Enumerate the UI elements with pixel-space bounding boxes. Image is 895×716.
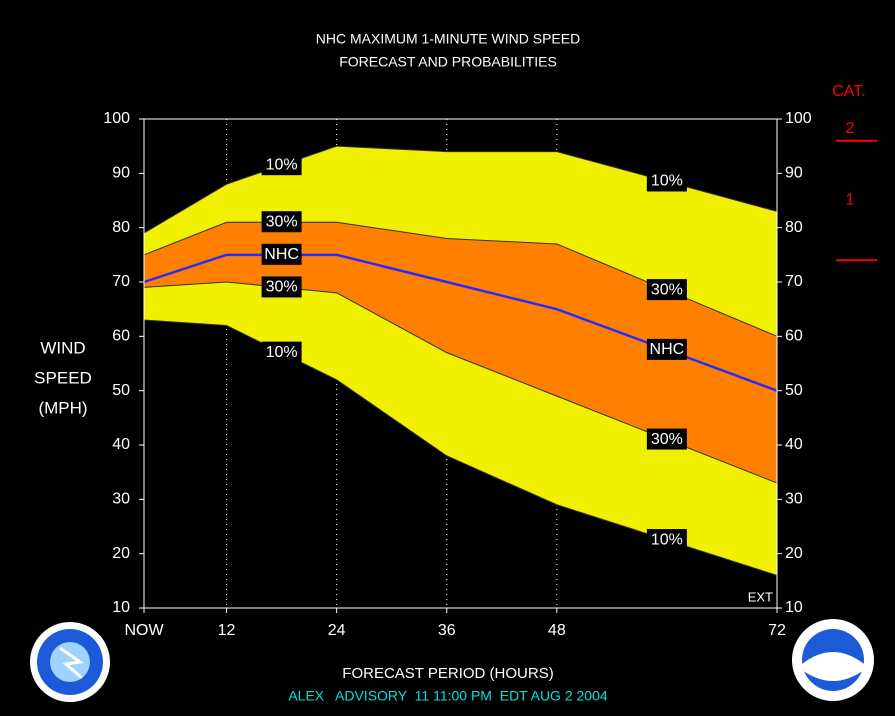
y-tick-label: 70: [112, 273, 130, 290]
plot-frame: [143, 118, 778, 609]
y-tick-label: 90: [112, 165, 130, 182]
series-label: 10%: [266, 344, 298, 361]
y-tick-label: 40: [112, 436, 130, 453]
x-axis-label: FORECAST PERIOD (HOURS): [342, 665, 553, 682]
x-tick-label: 36: [438, 622, 456, 639]
plot-area: 10% 10% 30% 30% NHC NHC 30% 30% 10% 10% EXT 10 10 20 2…: [103, 83, 877, 639]
y-tick-label: 50: [112, 382, 130, 399]
y-tick-label: 30: [112, 491, 130, 508]
y2-tick-label: 50: [785, 382, 803, 399]
series-label: 10%: [651, 531, 683, 548]
y-axis-label: WIND: [40, 338, 85, 357]
series-label: 30%: [651, 281, 683, 298]
corner-note: EXT: [748, 589, 773, 604]
y-tick-label: 10: [112, 599, 130, 616]
y2-tick-label: 90: [785, 165, 803, 182]
y2-tick-label: 80: [785, 219, 803, 236]
series-line: [143, 221, 778, 337]
y2-tick-label: 70: [785, 273, 803, 290]
label-box: [646, 529, 687, 551]
y-axis-label: SPEED: [34, 368, 92, 387]
noaa-logo: [792, 619, 874, 701]
series-label: NHC: [264, 246, 299, 263]
series-label: 30%: [651, 431, 683, 448]
series-label: 10%: [266, 156, 298, 173]
series-label: 10%: [651, 173, 683, 190]
label-box: [261, 243, 302, 265]
x-tick-label: 24: [328, 622, 346, 639]
y2-tick-label: 60: [785, 328, 803, 345]
y2-tick-label: 100: [785, 110, 812, 127]
series-line: [143, 319, 778, 576]
label-box: [646, 170, 687, 192]
probability-band: [144, 222, 777, 484]
series-line: [143, 253, 778, 392]
series-label: NHC: [650, 341, 685, 358]
series-line: [143, 281, 778, 484]
logo-bird: [802, 652, 864, 681]
y-tick-label: 100: [103, 110, 130, 127]
y-tick-label: 80: [112, 219, 130, 236]
label-box: [261, 154, 302, 176]
logo-bolt: [59, 646, 84, 680]
series-label: 30%: [266, 213, 298, 230]
label-box: [261, 211, 302, 233]
label-box: [261, 341, 302, 363]
x-tick-label: 12: [218, 622, 236, 639]
y-axis-label: (MPH): [38, 398, 87, 417]
x-tick-label: 48: [548, 622, 566, 639]
y2-tick-label: 20: [785, 545, 803, 562]
chart-title: NHC MAXIMUM 1-MINUTE WIND SPEED: [316, 31, 580, 47]
series-label: 30%: [266, 279, 298, 296]
label-box: [261, 276, 302, 298]
category-label: 1: [846, 192, 855, 209]
label-box: [646, 338, 687, 360]
footer: ALEX ADVISORY 11 11:00 PM EDT AUG 2 2004: [288, 688, 608, 704]
category-title: CAT.: [832, 83, 865, 100]
y-tick-label: 60: [112, 328, 130, 345]
x-tick-label: NOW: [124, 622, 164, 639]
x-tick-label: 72: [768, 622, 786, 639]
chart-subtitle: FORECAST AND PROBABILITIES: [339, 54, 557, 70]
series-line: [143, 145, 778, 234]
category-label: 2: [846, 120, 855, 137]
label-box: [646, 428, 687, 450]
y2-tick-label: 40: [785, 436, 803, 453]
nws-logo: [30, 622, 110, 702]
y-tick-label: 20: [112, 545, 130, 562]
y2-tick-label: 30: [785, 491, 803, 508]
y2-tick-label: 10: [785, 599, 803, 616]
label-box: [646, 279, 687, 301]
